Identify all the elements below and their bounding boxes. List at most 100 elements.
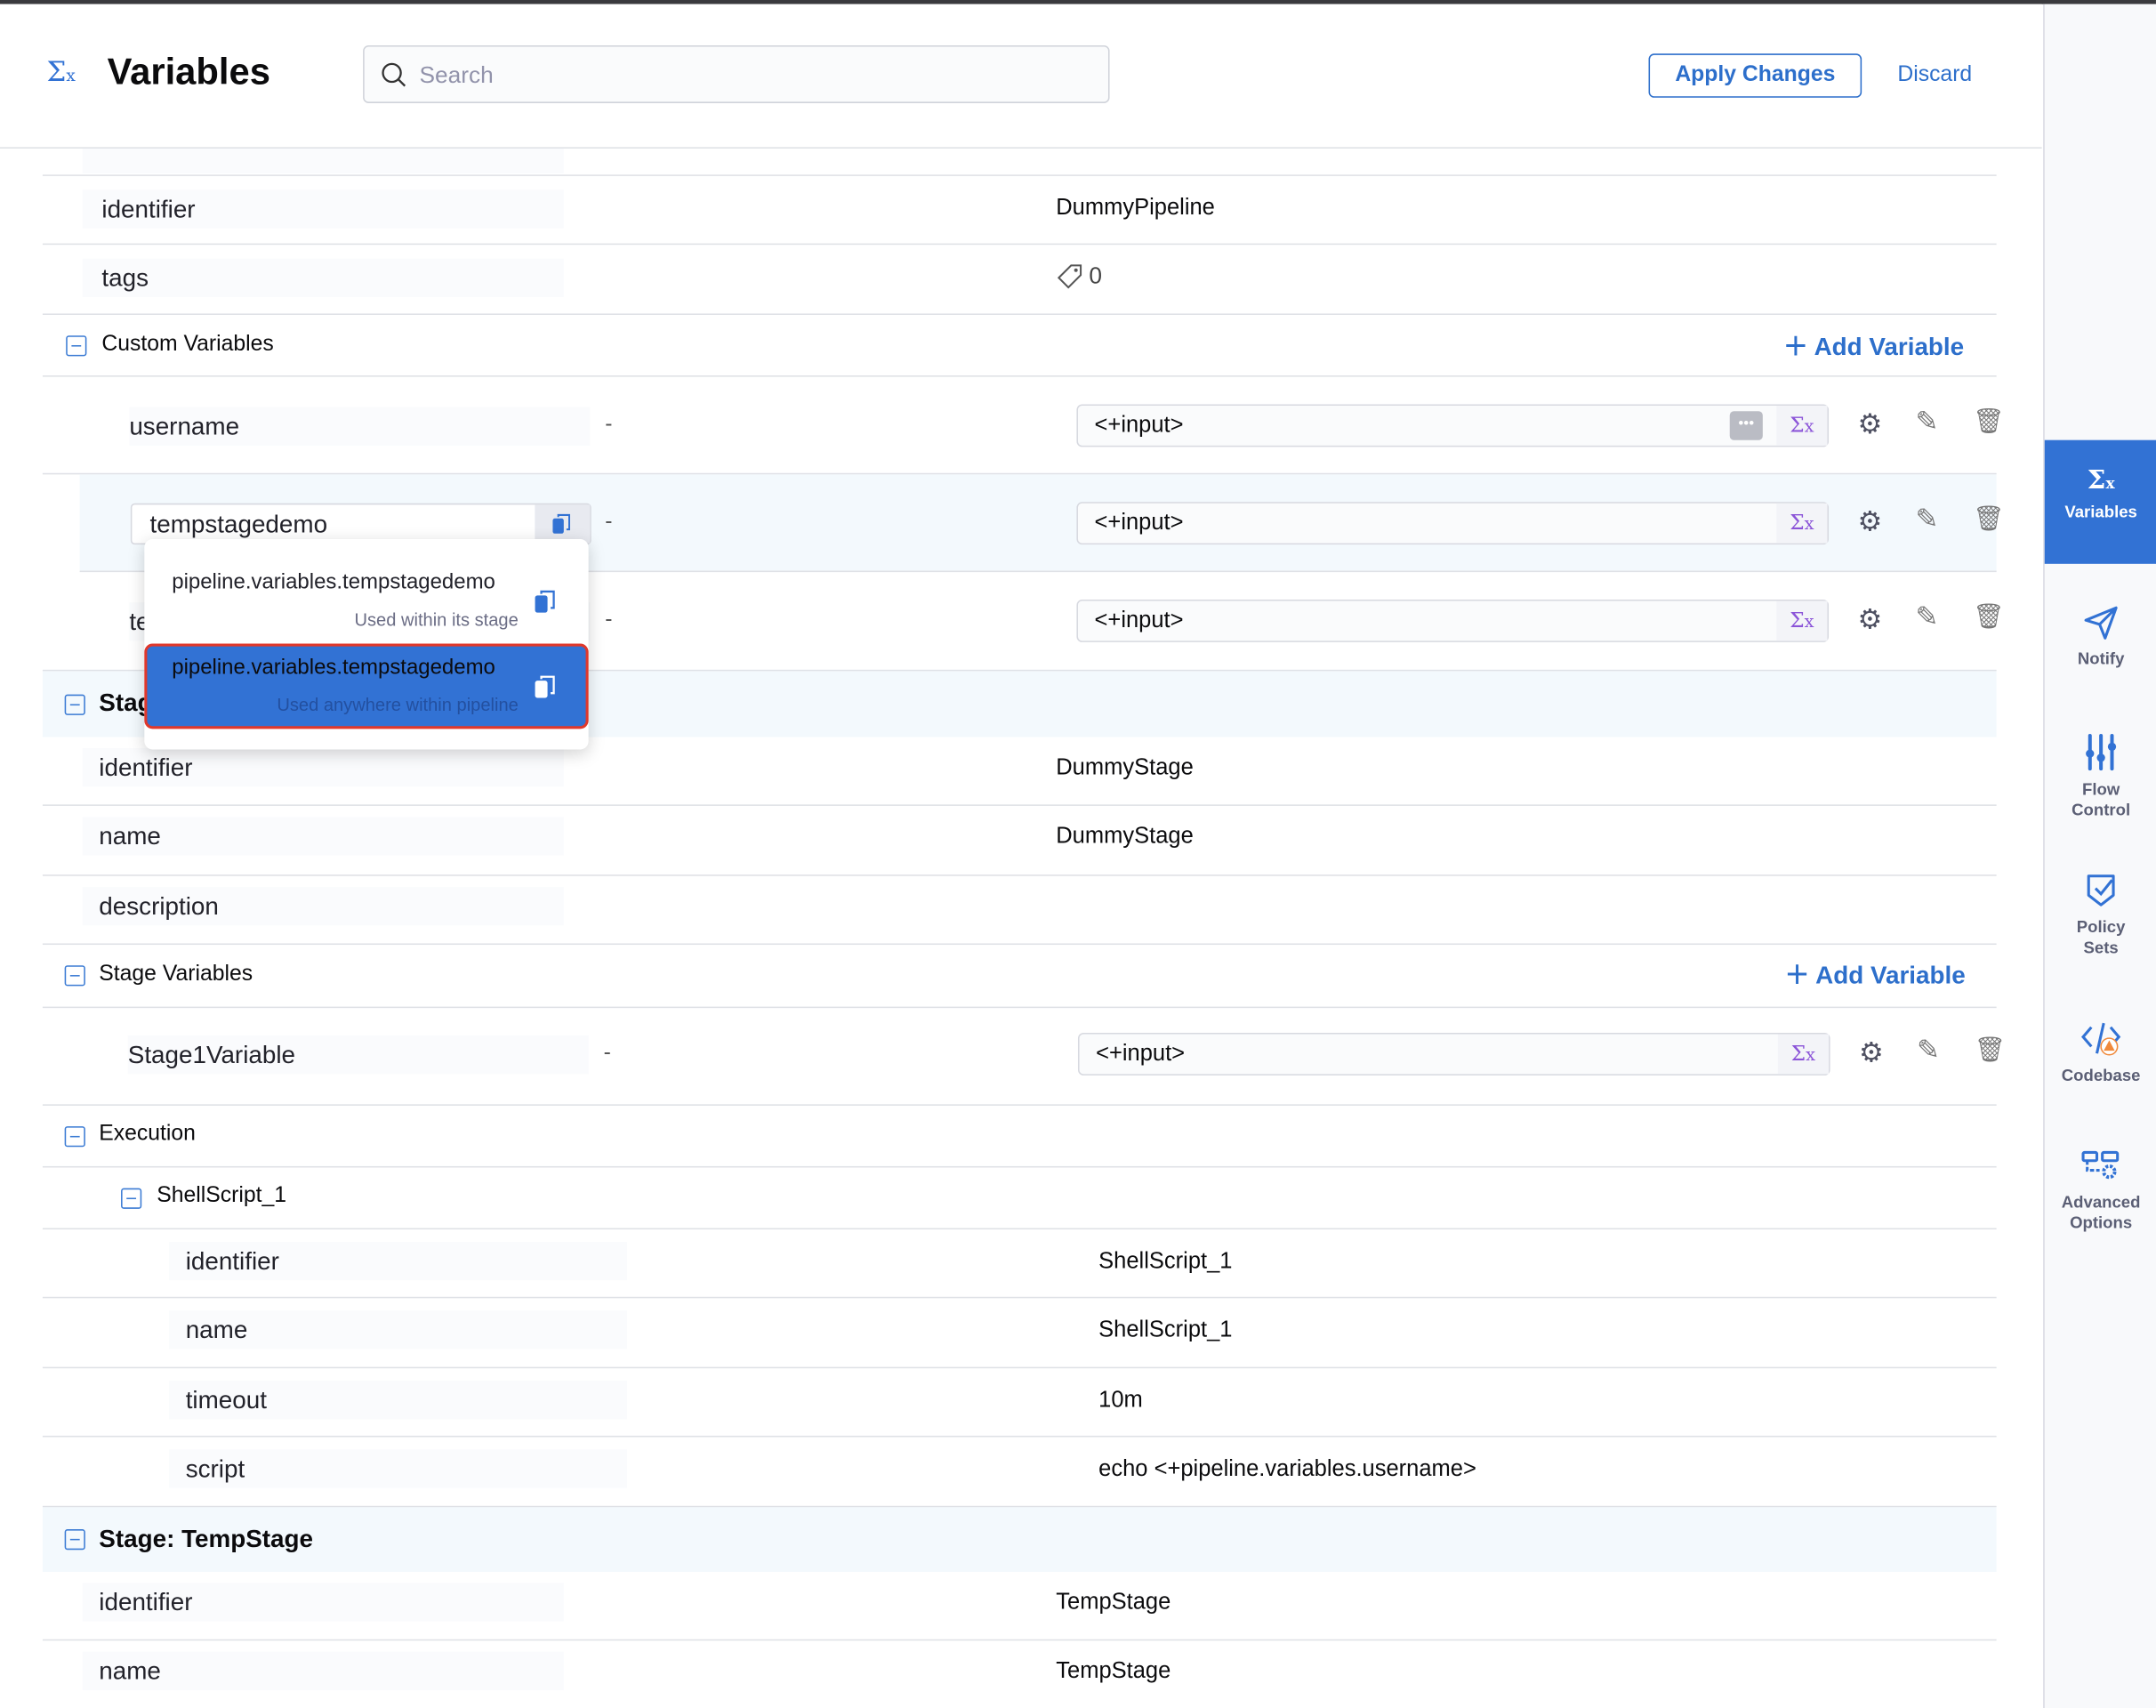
- section-title: Custom Variables: [101, 333, 274, 357]
- variable-value-input[interactable]: <+input> Σx: [1077, 1032, 1830, 1076]
- collapse-icon[interactable]: [121, 1188, 142, 1209]
- sidebar-item-notify[interactable]: Notify: [2045, 605, 2156, 670]
- pipeline-tags-row: tags 0: [42, 245, 1997, 316]
- tags-count: 0: [1089, 262, 1102, 289]
- table-row: script echo <+pipeline.variables.usernam…: [42, 1437, 1997, 1508]
- variable-value-input[interactable]: <+input> Σx: [1076, 502, 1830, 545]
- row-value: TempStage: [1056, 1590, 1171, 1615]
- settings-icon[interactable]: ⚙: [1857, 409, 1883, 440]
- variable-type: -: [605, 510, 613, 534]
- settings-icon[interactable]: ⚙: [1859, 1038, 1884, 1069]
- paper-plane-icon: [2084, 606, 2118, 640]
- option-hint: Used within its stage: [354, 608, 519, 631]
- collapse-icon[interactable]: [66, 335, 87, 357]
- table-row: name DummyStage: [42, 806, 1997, 876]
- row-label: script: [169, 1449, 627, 1488]
- delete-icon[interactable]: 🗑︎: [1973, 407, 2005, 435]
- variable-name-input[interactable]: tempstagedemo: [130, 503, 591, 545]
- row-label: identifier: [82, 189, 564, 229]
- sidebar-item-advanced-options[interactable]: Advanced Options: [2045, 1148, 2156, 1234]
- settings-icon[interactable]: ⚙: [1857, 507, 1883, 538]
- sigma-x-icon: Σx: [46, 54, 76, 88]
- execution-section: Execution: [42, 1106, 1997, 1168]
- shield-check-icon: [2087, 874, 2115, 906]
- variable-value-input[interactable]: <+input> Σx: [1076, 600, 1830, 642]
- settings-icon[interactable]: ⚙: [1857, 605, 1883, 636]
- section-title: Stage Variables: [99, 963, 253, 987]
- sidebar-item-label: Policy Sets: [2076, 917, 2126, 957]
- row-label: timeout: [169, 1381, 627, 1420]
- row-value: 10m: [1098, 1387, 1143, 1413]
- sidebar-item-label: Variables: [2064, 502, 2137, 521]
- collapse-icon[interactable]: [64, 965, 85, 987]
- apply-changes-button[interactable]: Apply Changes: [1648, 53, 1862, 98]
- delete-icon[interactable]: 🗑︎: [1973, 602, 2005, 631]
- table-row: identifier TempStage: [42, 1572, 1997, 1641]
- copy-button[interactable]: [535, 504, 591, 544]
- collapse-icon[interactable]: [64, 1126, 85, 1148]
- search-input[interactable]: Search: [363, 45, 1110, 103]
- option-expression: pipeline.variables.tempstagedemo: [172, 570, 495, 594]
- collapse-icon[interactable]: [64, 694, 85, 715]
- custom-variables-section: Custom Variables ＋ Add Variable: [42, 315, 1997, 377]
- add-variable-button[interactable]: ＋ Add Variable: [1783, 327, 1964, 363]
- variable-row: Stage1Variable - <+input> Σx ⚙ ✎ 🗑︎: [42, 1008, 2006, 1106]
- add-variable-label: Add Variable: [1815, 961, 1966, 989]
- sidebar-item-flow-control[interactable]: Flow Control: [2045, 733, 2156, 821]
- row-value: DummyStage: [1056, 823, 1194, 849]
- edit-icon[interactable]: ✎: [1915, 407, 1939, 438]
- plus-icon: ＋: [1784, 961, 1810, 989]
- variable-row: username - <+input> ••• Σx ⚙ ✎ 🗑︎: [42, 377, 2005, 475]
- sidebar-item-label: Notify: [2077, 649, 2125, 669]
- row-label: name: [82, 817, 564, 856]
- copy-option-pipeline[interactable]: pipeline.variables.tempstagedemo Used an…: [144, 643, 589, 729]
- sidebar-item-policy-sets[interactable]: Policy Sets: [2045, 871, 2156, 959]
- plus-icon: ＋: [1783, 333, 1808, 361]
- discard-button[interactable]: Discard: [1897, 63, 1973, 87]
- copy-option-stage[interactable]: pipeline.variables.tempstagedemo Used wi…: [144, 539, 588, 643]
- sidebar-item-codebase[interactable]: Codebase: [2045, 1019, 2156, 1087]
- search-placeholder: Search: [419, 61, 494, 88]
- section-title: Execution: [99, 1122, 196, 1146]
- expression-icon[interactable]: Σx: [1777, 1034, 1830, 1075]
- row-value: ShellScript_1: [1098, 1317, 1233, 1342]
- row-label: identifier: [82, 747, 564, 787]
- row-label: tags: [82, 258, 564, 297]
- sidebar-item-label: Codebase: [2061, 1066, 2141, 1085]
- row-label: name: [82, 1651, 564, 1690]
- add-variable-button[interactable]: ＋ Add Variable: [1785, 955, 1966, 991]
- row-label: identifier: [169, 1241, 627, 1281]
- edit-icon[interactable]: ✎: [1915, 602, 1939, 633]
- variable-value-input[interactable]: <+input> ••• Σx: [1076, 404, 1830, 447]
- sigma-x-icon: Σx: [2087, 464, 2115, 495]
- expression-icon[interactable]: Σx: [1776, 503, 1828, 544]
- row-label: description: [82, 887, 564, 926]
- stage-title: Stage: TempStage: [99, 1525, 314, 1553]
- edit-icon[interactable]: ✎: [1915, 504, 1939, 536]
- collapse-icon[interactable]: [64, 1529, 85, 1551]
- sidebar-item-variables[interactable]: Σx Variables: [2044, 439, 2156, 564]
- table-row: timeout 10m: [42, 1368, 1997, 1438]
- variable-name: tempstagedemo: [149, 510, 328, 538]
- page-title: Variables: [107, 51, 270, 93]
- input-value: <+input>: [1096, 1041, 1186, 1067]
- row-label: name: [169, 1310, 627, 1349]
- option-hint: Used anywhere within pipeline: [277, 694, 519, 715]
- row-value: ShellScript_1: [1098, 1248, 1233, 1274]
- step-section: ShellScript_1: [42, 1167, 1997, 1230]
- edit-icon[interactable]: ✎: [1916, 1035, 1940, 1067]
- row-value: TempStage: [1056, 1658, 1171, 1684]
- variable-name: username: [129, 407, 591, 446]
- expression-icon[interactable]: Σx: [1776, 600, 1828, 641]
- header: Σx Variables Search Apply Changes Discar…: [0, 4, 2042, 149]
- delete-icon[interactable]: 🗑︎: [1973, 504, 2005, 533]
- more-icon[interactable]: •••: [1729, 411, 1763, 440]
- input-value: <+input>: [1094, 412, 1184, 438]
- copy-icon: [535, 675, 555, 698]
- variable-type: -: [605, 412, 613, 437]
- table-row: [42, 134, 1997, 176]
- delete-icon[interactable]: 🗑︎: [1974, 1035, 2007, 1063]
- variable-name: Stage1Variable: [127, 1035, 589, 1075]
- stage-title: Stag: [99, 689, 153, 717]
- expression-icon[interactable]: Σx: [1776, 406, 1828, 446]
